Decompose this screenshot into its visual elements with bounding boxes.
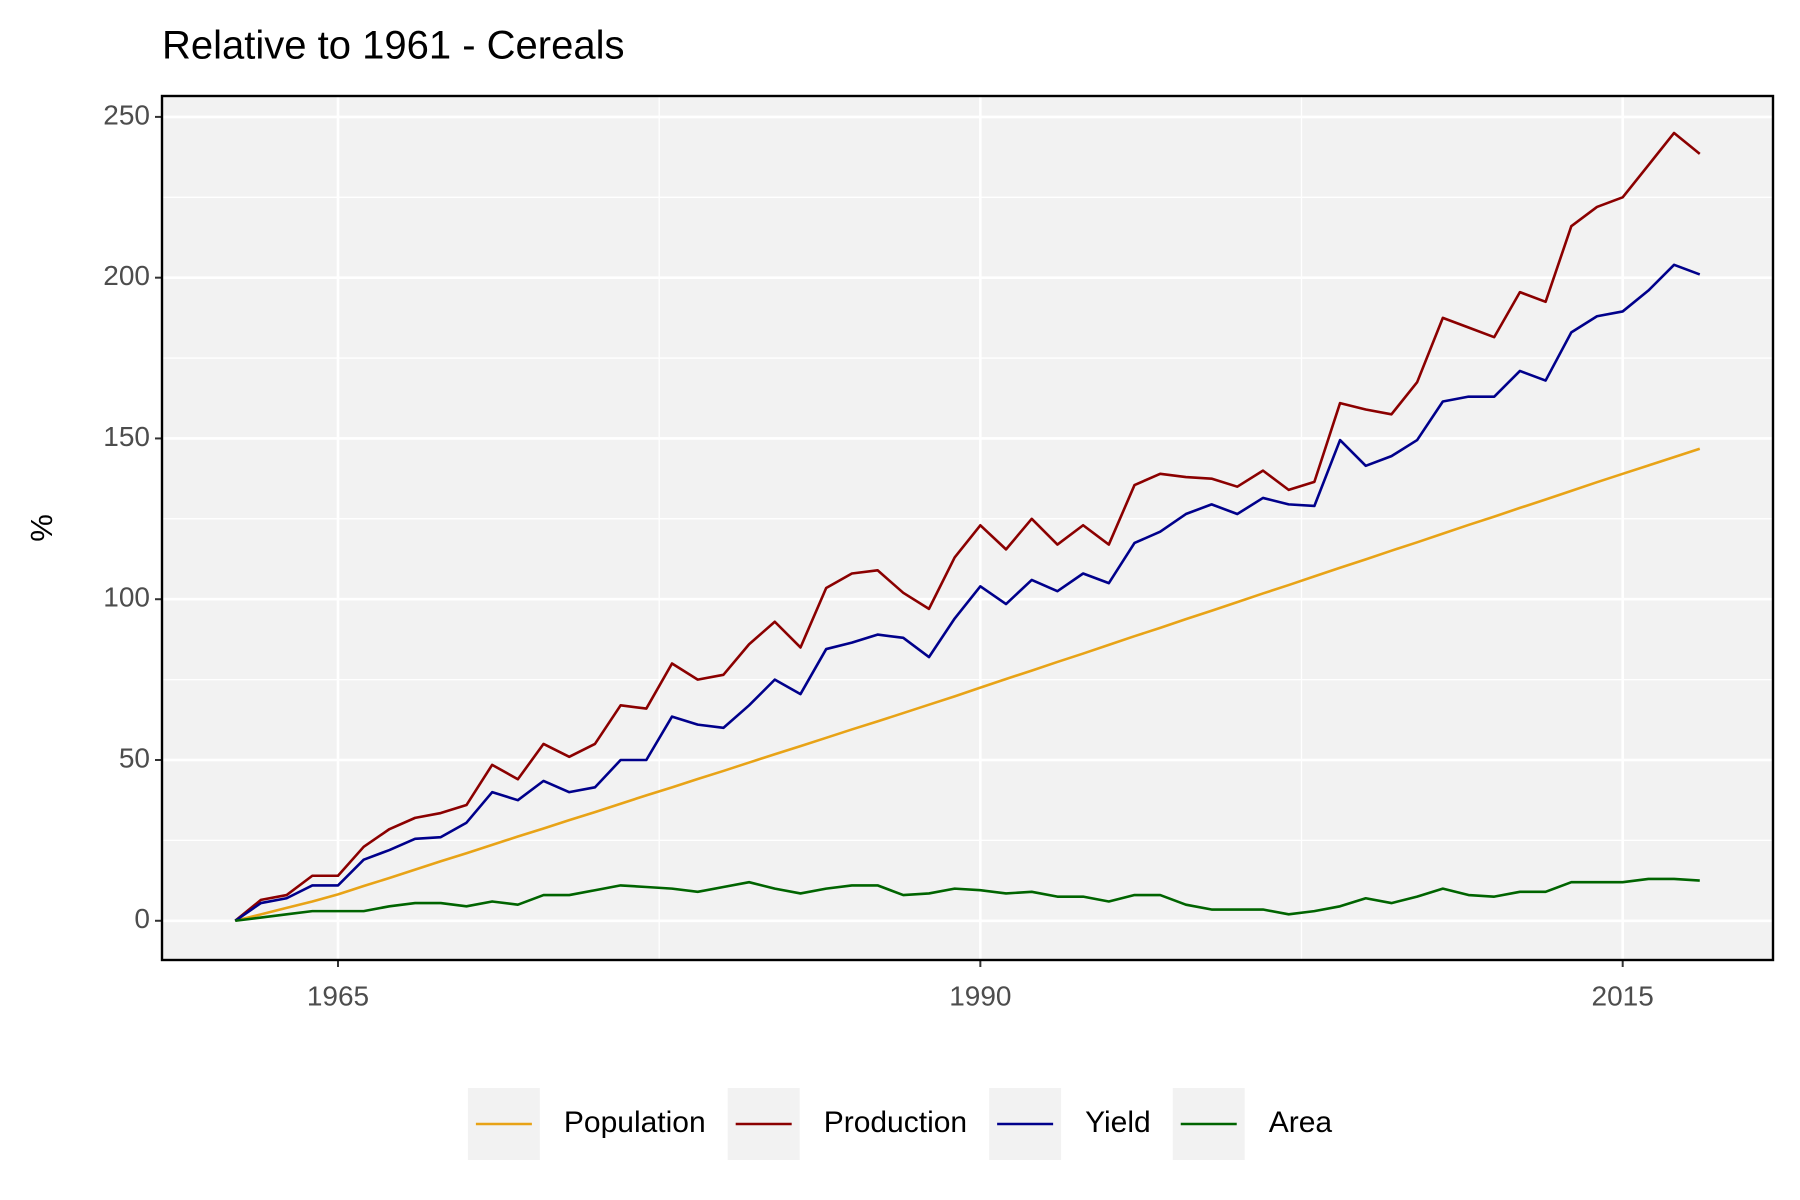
y-tick-label: 0 [134,903,150,934]
plot-border [160,94,1775,962]
legend-label: Production [824,1106,967,1139]
y-tick-label: 200 [103,260,150,291]
y-tick-label: 250 [103,99,150,130]
y-axis-title: % [24,514,59,542]
line-series [235,877,1700,923]
chart-title: Relative to 1961 - Cereals [162,24,624,68]
line-series [234,263,1701,922]
legend-label: Area [1269,1106,1333,1139]
y-tick-label: 100 [103,582,150,613]
x-tick-label: 2015 [1592,980,1654,1011]
x-tick-label: 1965 [307,980,369,1011]
x-tick-label: 1990 [949,980,1011,1011]
line-series [234,131,1701,922]
legend-label: Population [564,1106,706,1139]
legend-label: Yield [1085,1106,1151,1139]
plot-background [162,96,1773,960]
line-series [234,447,1701,923]
y-tick-label: 150 [103,421,150,452]
y-tick-label: 50 [119,742,150,773]
